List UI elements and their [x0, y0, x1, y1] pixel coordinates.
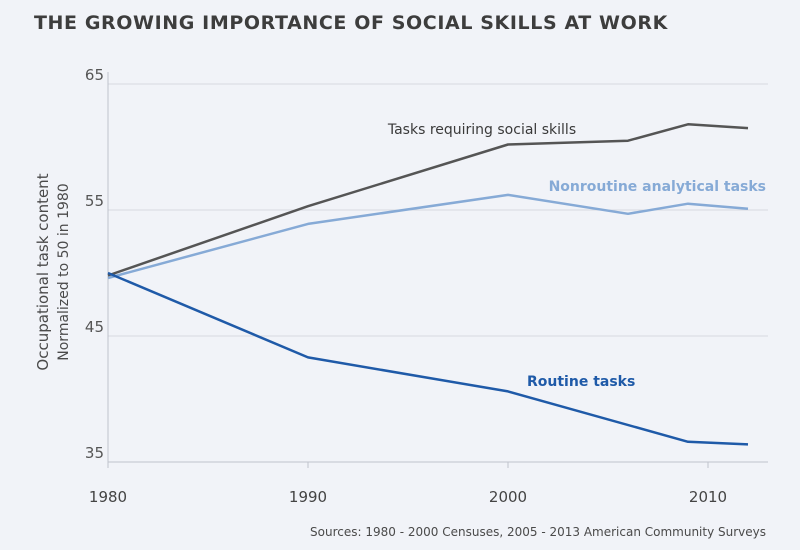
- y-tick-label-45: 45: [85, 318, 104, 336]
- series-line-nonroutine-analytical-tasks: [107, 193, 749, 280]
- x-tick-label-1990: 1990: [289, 488, 327, 506]
- tick-labels: 35 45 55 65 1980 1990 2000 2010: [85, 66, 727, 506]
- x-tick-label-2000: 2000: [489, 488, 527, 506]
- series-label-routine-tasks: Routine tasks: [527, 374, 635, 390]
- series-lines: [107, 123, 749, 446]
- x-tick-label-2010: 2010: [689, 488, 727, 506]
- y-axis-label: Occupational task content: [34, 173, 52, 370]
- y-tick-label-55: 55: [85, 192, 104, 210]
- axes: [107, 72, 768, 468]
- series-label-nonroutine-analytical-tasks: Nonroutine analytical tasks: [549, 179, 766, 195]
- source-note: Sources: 1980 - 2000 Censuses, 2005 - 20…: [310, 525, 766, 539]
- series-label-tasks-requiring-social-skills: Tasks requiring social skills: [387, 122, 576, 138]
- series-labels: Tasks requiring social skills Nonroutine …: [387, 122, 766, 390]
- y-axis-sublabel: Normalized to 50 in 1980: [56, 183, 72, 360]
- y-tick-label-65: 65: [85, 66, 104, 84]
- series-line-tasks-requiring-social-skills: [107, 123, 749, 277]
- chart-title: THE GROWING IMPORTANCE OF SOCIAL SKILLS …: [34, 12, 668, 34]
- y-tick-label-35: 35: [85, 444, 104, 462]
- x-tick-label-1980: 1980: [89, 488, 127, 506]
- series-line-routine-tasks: [107, 271, 749, 446]
